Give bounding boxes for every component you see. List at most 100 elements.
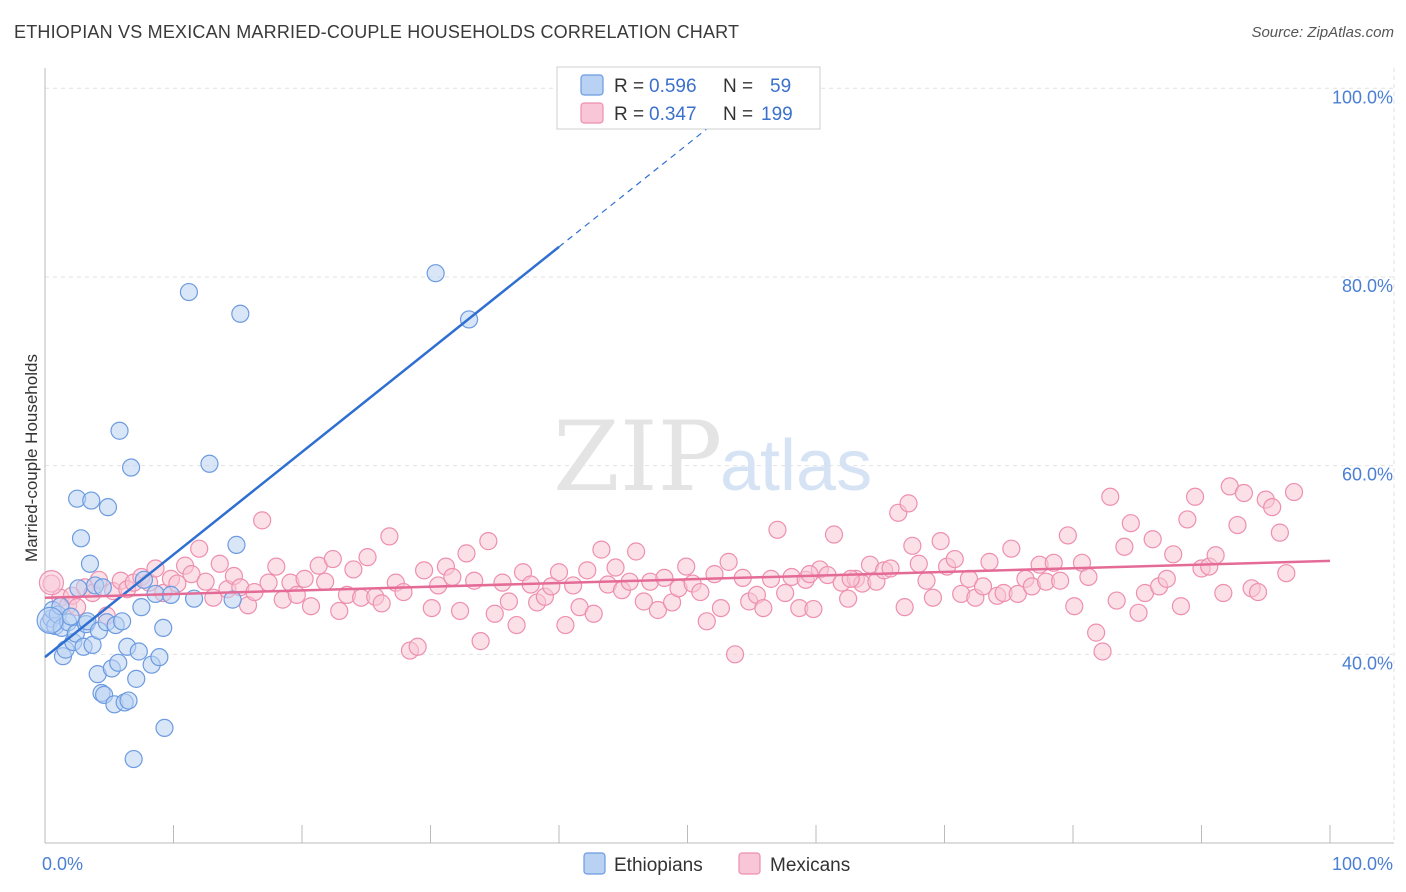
mexicans-point [556,615,575,635]
y-axis-title: Married-couple Households [22,354,41,562]
ethiopians-point [132,598,151,617]
mexicans-point [776,583,795,603]
bottom-legend: Ethiopians Mexicans [583,852,850,876]
ethiopians-point [426,264,445,283]
mexicans-point [804,599,823,619]
mexicans-point [800,565,819,584]
mexicans-point [1171,597,1191,616]
ethiopians-point [129,642,148,661]
legend-n-label-mexicans: N = [723,104,753,125]
mexicans-point [1008,584,1027,604]
mexicans-point [1121,514,1140,533]
watermark: ZIP atlas [553,401,872,513]
legend-r-value-ethiopians: 0.596 [649,76,697,97]
legend-n-value-ethiopians: 59 [770,76,791,97]
trend-lines [44,92,1331,659]
mexicans-point [408,637,427,656]
ethiopians-point [98,498,118,517]
legend-swatch-ethiopians [580,74,604,96]
mexicans-point [677,557,696,576]
mexicans-point [655,568,674,588]
mexicans-point [287,585,306,604]
ethiopians-point [82,491,101,510]
x-tick-label-max: 100.0% [1332,854,1393,874]
source-label: Source: ZipAtlas.com [1251,24,1394,41]
mexicans-point [1277,564,1296,583]
mexicans-point [931,532,950,551]
mexicans-point [471,632,490,651]
mexicans-point [485,604,504,623]
ethiopians-point [119,691,138,710]
ethiopians-point [36,606,64,634]
ethiopians-point [124,749,143,769]
mexicans-trend-line [44,559,1331,599]
legend-r-label-mexicans: R = [614,104,644,125]
legend-r-label-ethiopians: R = [614,76,644,97]
ethiopians-point [231,304,250,323]
mexicans-point [182,565,201,584]
mexicans-point [301,597,321,616]
ethiopians-point [109,653,128,672]
mexicans-point [754,598,773,618]
mexicans-point [895,598,914,617]
ethiopians-point [227,535,246,554]
ethiopians-point [112,612,132,631]
mexicans-point [493,573,512,592]
mexicans-point [457,544,476,563]
mexicans-point [549,563,569,582]
mexicans-point [1079,567,1098,587]
mexicans-point [1248,582,1268,602]
mexicans-point [1058,526,1077,545]
ethiopians-point [71,529,91,548]
mexicans-point [414,561,434,580]
mexicans-point [443,567,462,587]
mexicans-point [923,588,943,607]
bottom-legend-mexicans: Mexicans [770,855,850,876]
ethiopians-point [110,421,129,440]
mexicans-point [909,554,928,573]
mexicans-point [1157,569,1176,588]
bottom-legend-ethiopians: Ethiopians [614,855,703,876]
mexicans-point [316,572,335,591]
legend-box: R = 0.596 N = 59 R = 0.347 N = 199 [556,66,821,130]
mexicans-point [691,582,710,602]
mexicans-point [295,569,314,588]
mexicans-point [841,569,860,588]
mexicans-point [1234,483,1254,503]
mexicans-point [210,554,229,573]
mexicans-point [1051,571,1070,590]
ethiopians-point [121,458,141,477]
mexicans-point [697,612,716,631]
mexicans-point [1228,515,1247,535]
mexicans-point [1164,545,1183,564]
mexicans-point [903,536,922,555]
ethiopians-points [36,264,479,769]
mexicans-point [1093,642,1112,661]
mexicans-point [1044,553,1063,572]
mexicans-point [253,511,272,530]
mexicans-point [1284,482,1304,502]
legend-swatch-mexicans [580,102,604,124]
mexicans-point [358,548,377,567]
mexicans-point [259,573,278,592]
ethiopians-trend-extension [558,92,753,248]
mexicans-point [1002,539,1021,558]
mexicans-point [1214,583,1233,603]
mexicans-point [761,569,781,588]
axes [44,68,1394,844]
mexicans-point [606,558,625,577]
mexicans-point [824,525,844,544]
ethiopians-point [150,648,169,667]
y-tick-label: 80.0% [1342,276,1393,296]
mexicans-point [980,552,999,571]
ethiopians-point [80,554,100,573]
mexicans-point [626,542,646,561]
mexicans-point [499,592,518,611]
mexicans-point [899,494,918,513]
watermark-zip: ZIP [553,401,722,513]
ethiopians-point [61,607,80,626]
mexicans-point [190,539,209,558]
ethiopians-point [179,282,199,302]
mexicans-point [330,601,349,621]
